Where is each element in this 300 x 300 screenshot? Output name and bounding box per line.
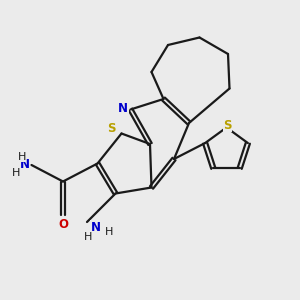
Text: H: H [17, 152, 26, 162]
Text: N: N [118, 102, 128, 115]
Text: S: S [107, 122, 116, 136]
Text: N: N [91, 221, 101, 234]
Text: H: H [83, 232, 92, 242]
Text: H: H [12, 167, 21, 178]
Text: N: N [20, 158, 30, 172]
Text: H: H [104, 226, 113, 237]
Text: O: O [58, 218, 68, 232]
Text: S: S [223, 118, 232, 132]
